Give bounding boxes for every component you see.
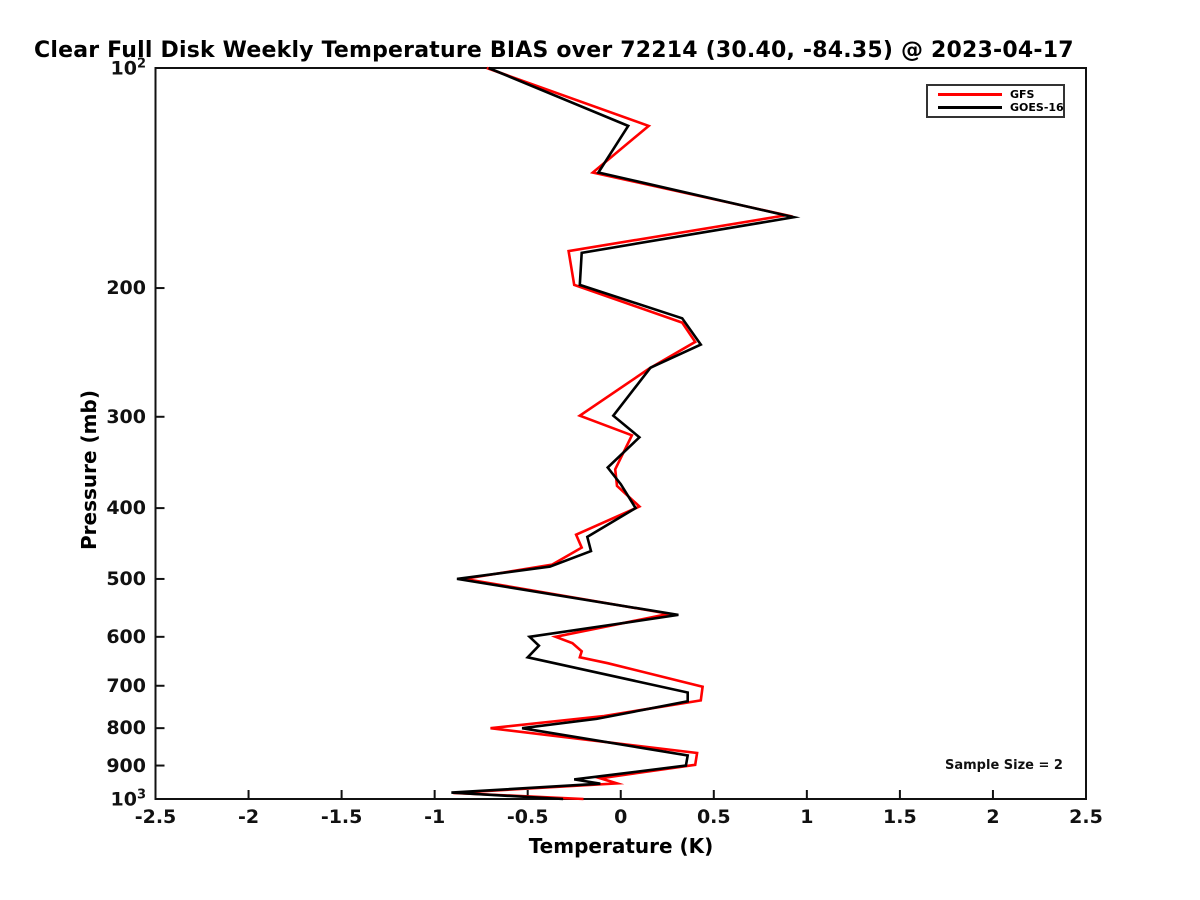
x-tick-label: 2 (986, 806, 1000, 828)
sample-size-annotation: Sample Size = 2 (945, 758, 1063, 773)
x-tick-label: -0.5 (506, 806, 549, 828)
x-tick-label: 0 (614, 806, 628, 828)
legend-line-swatch (938, 92, 1002, 96)
x-tick-label: -2 (237, 806, 260, 828)
chart-title: Clear Full Disk Weekly Temperature BIAS … (34, 38, 1074, 63)
y-tick-label: 900 (106, 754, 146, 777)
y-tick-label: 500 (106, 567, 146, 590)
x-axis-label: Temperature (K) (528, 834, 714, 858)
legend: GFS GOES-16 (926, 84, 1065, 118)
legend-label: GFS (1010, 87, 1035, 101)
x-tick-label: 0.5 (696, 806, 731, 828)
legend-item: GFS (928, 88, 1063, 101)
series-line-goes-16 (451, 66, 801, 801)
legend-item: GOES-16 (928, 101, 1064, 115)
y-tick-label: 400 (106, 497, 146, 520)
legend-label: GOES-16 (1010, 101, 1064, 115)
x-tick-label: 2.5 (1069, 806, 1103, 828)
x-tick-label: 1 (800, 806, 814, 828)
y-tick-label: 800 (106, 717, 146, 740)
legend-line-swatch (938, 106, 1002, 110)
x-tick-label: -1 (424, 806, 446, 828)
y-tick-label: 102 (110, 56, 147, 80)
x-tick-label: -2.5 (134, 806, 177, 828)
y-tick-label: 700 (106, 674, 146, 697)
y-tick-label: 103 (110, 787, 147, 811)
x-tick-label: 1.5 (883, 806, 917, 828)
y-tick-label: 600 (106, 625, 146, 648)
x-tick-label: -1.5 (320, 806, 363, 828)
y-tick-label: 200 (106, 277, 146, 300)
y-tick-label: 300 (106, 405, 146, 428)
